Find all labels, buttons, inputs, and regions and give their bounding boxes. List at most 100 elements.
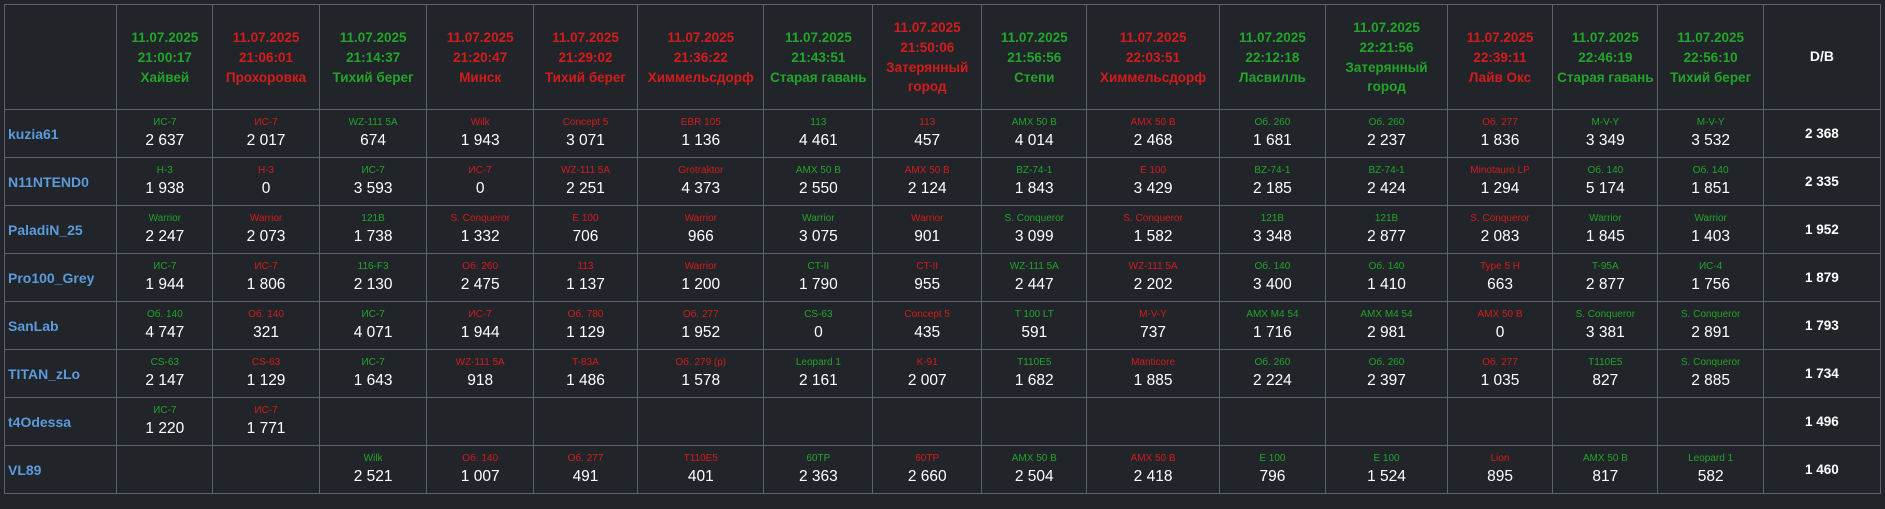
tank-name: Type 5 H xyxy=(1480,260,1521,272)
damage-value: 1 486 xyxy=(566,371,605,389)
tank-name: BZ-74-1 xyxy=(1016,164,1053,176)
battle-header-text: 11.07.2025 22:03:51 Химмельсдорф xyxy=(1088,28,1218,87)
battle-cell: Wilk 1 943 xyxy=(426,109,534,158)
damage-value: 1 790 xyxy=(798,275,838,293)
damage-value: 1 035 xyxy=(1480,371,1520,389)
battle-header-text: 11.07.2025 21:20:47 Минск xyxy=(428,28,532,87)
tank-name: 121B xyxy=(361,212,385,224)
avg-damage: 1 496 xyxy=(1762,397,1882,446)
battle-stats-table: 11.07.2025 21:00:17 Хайвей 11.07.2025 21:06:… xyxy=(3,4,1882,494)
battle-map: Тихий берег xyxy=(332,69,414,85)
battle-cell: EBR 105 1 136 xyxy=(637,109,765,158)
tank-name: ИС-7 xyxy=(254,260,278,272)
battle-cell: 121B 1 738 xyxy=(318,205,428,254)
player-name[interactable]: SanLab xyxy=(3,301,118,350)
player-row: kuzia61 ИС-7 2 637 ИС-7 2 017 WZ-111 5A 674 Wil… xyxy=(3,109,1882,158)
tank-name: 60TP xyxy=(806,452,831,464)
tank-name: ИС-7 xyxy=(153,260,177,272)
tank-name: Об. 140 xyxy=(146,308,183,320)
battle-cell: Type 5 H 663 xyxy=(1446,253,1554,302)
battle-time: 22:39:11 xyxy=(1473,49,1527,65)
battle-map: Лайв Окс xyxy=(1468,69,1532,85)
damage-value: 1 524 xyxy=(1367,467,1406,485)
battle-cell: BZ-74-1 1 843 xyxy=(981,157,1088,206)
battle-time: 21:56:56 xyxy=(1007,49,1062,65)
player-row: TITAN_zLo CS-63 2 147 CS-63 1 129 ИС-7 1 643 WZ… xyxy=(3,349,1882,398)
battle-header-text: 11.07.2025 22:21:56 Затерянный город xyxy=(1327,18,1447,96)
damage-value: 2 130 xyxy=(353,275,393,293)
battle-header-3: 11.07.2025 21:14:37 Тихий берег xyxy=(318,4,428,110)
battle-cell: S. Conqueror 1 332 xyxy=(426,205,534,254)
tank-name: Manticore xyxy=(1131,356,1175,368)
battle-cell: K-91 2 007 xyxy=(872,349,983,398)
tank-name: T110E5 xyxy=(1588,356,1623,368)
battle-cell: CS-63 2 147 xyxy=(116,349,214,398)
battle-cell xyxy=(426,397,534,446)
battle-cell: WZ-111 5A 2 447 xyxy=(981,253,1088,302)
tank-name: ИС-7 xyxy=(468,164,492,176)
damage-value: 3 400 xyxy=(1253,275,1292,293)
tank-name: Н-3 xyxy=(156,164,173,176)
damage-value: 1 294 xyxy=(1480,179,1520,197)
damage-value: 3 348 xyxy=(1253,227,1292,245)
avg-damage: 1 879 xyxy=(1762,253,1882,302)
damage-value: 491 xyxy=(572,467,599,485)
player-name[interactable]: N11NTEND0 xyxy=(3,157,118,206)
battle-cell: Об. 140 5 174 xyxy=(1552,157,1659,206)
damage-value: 1 582 xyxy=(1133,227,1173,245)
damage-value: 3 099 xyxy=(1014,227,1054,245)
damage-value: 1 944 xyxy=(460,323,500,341)
tank-name: S. Conqueror xyxy=(1575,308,1636,320)
tank-name: Об. 277 xyxy=(567,452,604,464)
damage-value: 582 xyxy=(1697,467,1724,485)
avg-damage: 2 335 xyxy=(1762,157,1882,206)
player-name[interactable]: VL89 xyxy=(3,445,118,494)
damage-value: 457 xyxy=(914,131,941,149)
tank-name: Grotraktor xyxy=(678,164,724,176)
battle-cell: Об. 277 1 952 xyxy=(637,301,765,350)
player-name[interactable]: t4Odessa xyxy=(3,397,118,446)
player-name[interactable]: kuzia61 xyxy=(3,109,118,158)
battle-date: 11.07.2025 xyxy=(1353,20,1420,35)
damage-value: 2 468 xyxy=(1133,131,1173,149)
battle-cell: AMX 50 B 4 014 xyxy=(981,109,1088,158)
tank-name: BZ-74-1 xyxy=(1368,164,1405,176)
player-row: VL89 Wilk 2 521 Об. 140 1 007 Об. 277 491 T110E… xyxy=(3,445,1882,494)
tank-name: Warrior xyxy=(911,212,944,224)
avg-header: D/B xyxy=(1762,4,1882,110)
player-row: t4Odessa ИС-7 1 220 ИС-7 1 771 1 496 xyxy=(3,397,1882,446)
tank-name: Об. 260 xyxy=(1254,116,1291,128)
battle-header-12: 11.07.2025 22:21:56 Затерянный город xyxy=(1325,4,1448,110)
battle-cell: Об. 260 2 224 xyxy=(1218,349,1327,398)
tank-name: Concept 5 xyxy=(562,116,609,128)
tank-name: Lion xyxy=(1490,452,1510,464)
battle-cell: M-V-Y 737 xyxy=(1086,301,1220,350)
battle-cell: ИС-7 1 806 xyxy=(212,253,320,302)
player-name[interactable]: TITAN_zLo xyxy=(3,349,118,398)
battle-cell: BZ-74-1 2 185 xyxy=(1218,157,1327,206)
battle-cell: Leopard 1 2 161 xyxy=(763,349,874,398)
player-name[interactable]: PaladiN_25 xyxy=(3,205,118,254)
tank-name: AMX 50 B xyxy=(904,164,950,176)
battle-cell xyxy=(1218,397,1327,446)
battle-cell: ИС-7 1 771 xyxy=(212,397,320,446)
player-name[interactable]: Pro100_Grey xyxy=(3,253,118,302)
damage-value: 1 944 xyxy=(145,275,185,293)
battle-cell: Об. 277 1 836 xyxy=(1446,109,1554,158)
battle-cell xyxy=(872,397,983,446)
tank-name: AMX 50 B xyxy=(1130,452,1176,464)
damage-value: 2 891 xyxy=(1691,323,1731,341)
damage-value: 2 363 xyxy=(798,467,838,485)
battle-cell: Об. 260 2 475 xyxy=(426,253,534,302)
tank-name: Warrior xyxy=(1694,212,1727,224)
tank-name: Об. 140 xyxy=(1587,164,1624,176)
tank-name: E 100 xyxy=(1259,452,1286,464)
battle-cell: Wilk 2 521 xyxy=(318,445,428,494)
damage-value: 2 885 xyxy=(1691,371,1731,389)
battle-date: 11.07.2025 xyxy=(784,29,852,45)
battle-header-5: 11.07.2025 21:29:02 Тихий берег xyxy=(532,4,639,110)
battle-cell: Warrior 1 845 xyxy=(1552,205,1659,254)
battle-date: 11.07.2025 xyxy=(1466,29,1534,45)
tank-name: ИС-7 xyxy=(361,164,385,176)
battle-header-text: 11.07.2025 21:06:01 Прохоровка xyxy=(214,28,318,87)
